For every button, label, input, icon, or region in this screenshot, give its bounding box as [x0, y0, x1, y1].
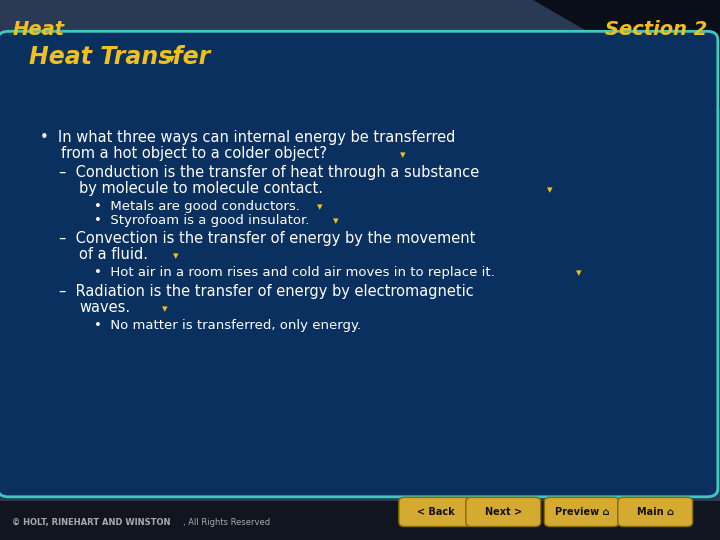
Text: Heat: Heat	[13, 19, 65, 39]
Text: ▾: ▾	[333, 217, 338, 226]
Text: –  Convection is the transfer of energy by the movement: – Convection is the transfer of energy b…	[59, 231, 475, 246]
Text: ▾: ▾	[576, 268, 582, 278]
FancyBboxPatch shape	[0, 501, 720, 540]
Text: of a fluid.: of a fluid.	[79, 247, 148, 262]
FancyBboxPatch shape	[0, 31, 718, 497]
Text: < Back: < Back	[418, 507, 455, 517]
Polygon shape	[533, 0, 720, 108]
Text: Main ⌂: Main ⌂	[636, 507, 674, 517]
Text: –  Conduction is the transfer of heat through a substance: – Conduction is the transfer of heat thr…	[59, 165, 480, 180]
Text: © HOLT, RINEHART AND WINSTON: © HOLT, RINEHART AND WINSTON	[12, 518, 170, 526]
Text: –  Radiation is the transfer of energy by electromagnetic: – Radiation is the transfer of energy by…	[59, 284, 474, 299]
FancyBboxPatch shape	[618, 497, 693, 526]
FancyBboxPatch shape	[399, 497, 474, 526]
Text: Preview ⌂: Preview ⌂	[554, 507, 609, 517]
Text: Section 2: Section 2	[605, 19, 707, 39]
Text: Heat Transfer: Heat Transfer	[29, 45, 210, 69]
Text: waves.: waves.	[79, 300, 130, 315]
Text: •  Styrofoam is a good insulator.: • Styrofoam is a good insulator.	[94, 214, 309, 227]
Text: •  Hot air in a room rises and cold air moves in to replace it.: • Hot air in a room rises and cold air m…	[94, 266, 495, 279]
Text: ▾: ▾	[547, 185, 553, 195]
Text: •  No matter is transferred, only energy.: • No matter is transferred, only energy.	[94, 319, 361, 332]
FancyBboxPatch shape	[544, 497, 619, 526]
Text: •  In what three ways can internal energy be transferred: • In what three ways can internal energy…	[40, 130, 455, 145]
Text: ▾: ▾	[162, 304, 168, 314]
Text: Next >: Next >	[485, 507, 522, 517]
Text: ▾: ▾	[168, 51, 175, 65]
Text: , All Rights Reserved: , All Rights Reserved	[183, 518, 270, 526]
Text: ▾: ▾	[173, 251, 179, 261]
Text: from a hot object to a colder object?: from a hot object to a colder object?	[61, 146, 327, 161]
Text: by molecule to molecule contact.: by molecule to molecule contact.	[79, 181, 323, 197]
FancyBboxPatch shape	[466, 497, 541, 526]
Text: •  Metals are good conductors.: • Metals are good conductors.	[94, 200, 300, 213]
Text: ▾: ▾	[400, 150, 405, 160]
Text: ▾: ▾	[317, 202, 323, 212]
